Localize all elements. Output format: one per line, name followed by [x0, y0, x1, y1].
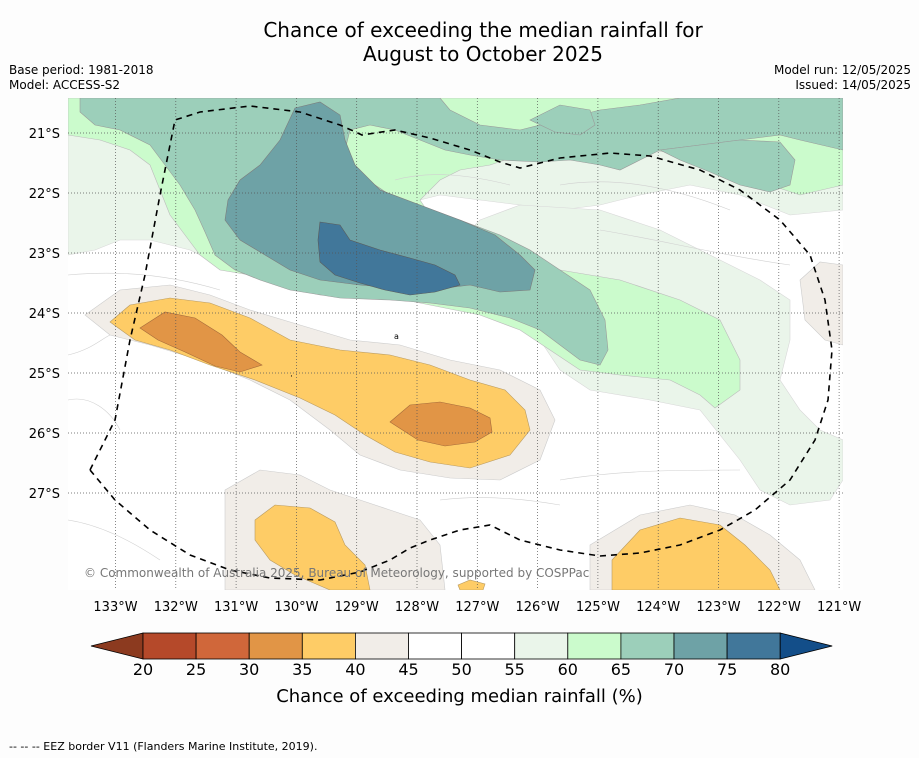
colorbar-tick-label: 50 — [451, 660, 472, 679]
lat-label: 25°S — [29, 367, 60, 382]
lon-label: 124°W — [636, 600, 680, 615]
region-40-45-east — [799, 261, 843, 346]
meta-right: Model run: 12/05/2025 Issued: 14/05/2025 — [774, 63, 911, 93]
lat-label: 24°S — [29, 307, 60, 322]
colorbar-arrow-low — [90, 632, 144, 660]
map-title: Chance of exceeding the median rainfall … — [0, 18, 919, 66]
colorbar-bin — [248, 632, 303, 660]
colorbar-tick-label: 55 — [504, 660, 525, 679]
colorbar-tick-label: 20 — [132, 660, 154, 679]
copyright-text: © Commonwealth of Australia 2025, Bureau… — [84, 566, 589, 580]
lon-label: 128°W — [395, 600, 439, 615]
colorbar-bin — [620, 632, 675, 660]
base-period: Base period: 1981-2018 — [9, 63, 154, 77]
eez-footnote: -- -- -- EEZ border V11 (Flanders Marine… — [9, 740, 318, 753]
title-line-2: August to October 2025 — [362, 42, 604, 66]
region-30-35-east — [389, 401, 493, 447]
region-65-70-east-patch — [658, 139, 796, 193]
colorbar-label: Chance of exceeding median rainfall (%) — [276, 686, 643, 707]
map-plot-area — [68, 98, 843, 590]
map-dot: · — [290, 372, 293, 382]
colorbar-tick-label: 80 — [770, 660, 791, 679]
lon-label: 122°W — [757, 600, 801, 615]
map-stray-mark: a — [394, 332, 399, 341]
latitude-labels: 21°S 22°S 23°S 24°S 25°S 26°S 27°S — [29, 127, 60, 502]
region-70-75 — [224, 101, 536, 293]
colorbar-tick-label: 30 — [239, 660, 260, 679]
colorbar-bin — [354, 632, 409, 660]
lat-label: 21°S — [29, 127, 60, 142]
lon-label: 123°W — [696, 600, 740, 615]
model-name: Model: ACCESS-S2 — [9, 78, 121, 92]
colorbar-tick-label: 45 — [398, 660, 419, 679]
region-35-40-south — [254, 504, 371, 590]
colorbar-tick-label: 40 — [345, 660, 366, 679]
map-gridlines — [68, 98, 843, 590]
colorbar-tick-label: 35 — [292, 660, 313, 679]
region-35-40-se — [611, 517, 781, 590]
title-line-1: Chance of exceeding the median rainfall … — [263, 18, 703, 42]
colorbar-bin — [195, 632, 250, 660]
meta-left: Base period: 1981-2018 Model: ACCESS-S2 — [9, 63, 154, 93]
colorbar-bin — [514, 632, 569, 660]
colorbar-tick-label: 65 — [610, 660, 632, 679]
region-35-40-spot — [457, 579, 486, 590]
lat-label: 23°S — [29, 247, 60, 262]
model-run: Model run: 12/05/2025 — [773, 63, 911, 77]
lon-label: 126°W — [516, 600, 560, 615]
colorbar-bin — [461, 632, 516, 660]
colorbar-tick-label: 60 — [557, 660, 578, 679]
lat-label: 26°S — [29, 427, 60, 442]
eez-border — [89, 105, 833, 581]
colorbar-ticks: 20 25 30 35 40 45 50 55 60 65 70 75 80 — [0, 660, 919, 680]
lon-label: 133°W — [93, 600, 137, 615]
region-75-80 — [317, 221, 461, 296]
lon-label: 129°W — [335, 600, 379, 615]
colorbar-bin — [142, 632, 197, 660]
colorbar-bin — [673, 632, 728, 660]
lon-label: 125°W — [576, 600, 620, 615]
colorbar-tick-label: 25 — [185, 660, 207, 679]
colorbar-bin — [567, 632, 622, 660]
colorbar-bin — [301, 632, 356, 660]
lat-label: 27°S — [29, 487, 60, 502]
colorbar-bin — [408, 632, 462, 660]
issued-date: Issued: 14/05/2025 — [795, 78, 911, 92]
lon-label: 131°W — [214, 600, 258, 615]
colorbar-tick-label: 75 — [716, 660, 738, 679]
colorbar-arrow-high — [779, 632, 833, 660]
region-65-70-ne-patch — [529, 104, 596, 136]
lat-label: 22°S — [29, 187, 60, 202]
colorbar-tick-label: 70 — [663, 660, 685, 679]
lon-label: 127°W — [455, 600, 499, 615]
lon-label: 121°W — [817, 600, 861, 615]
lon-label: 132°W — [154, 600, 198, 615]
colorbar-bin — [726, 632, 781, 660]
colorbar — [90, 632, 833, 660]
lon-label: 130°W — [274, 600, 318, 615]
longitude-labels: 133°W 132°W 131°W 130°W 129°W 128°W 127°W 126°W… — [93, 600, 861, 615]
